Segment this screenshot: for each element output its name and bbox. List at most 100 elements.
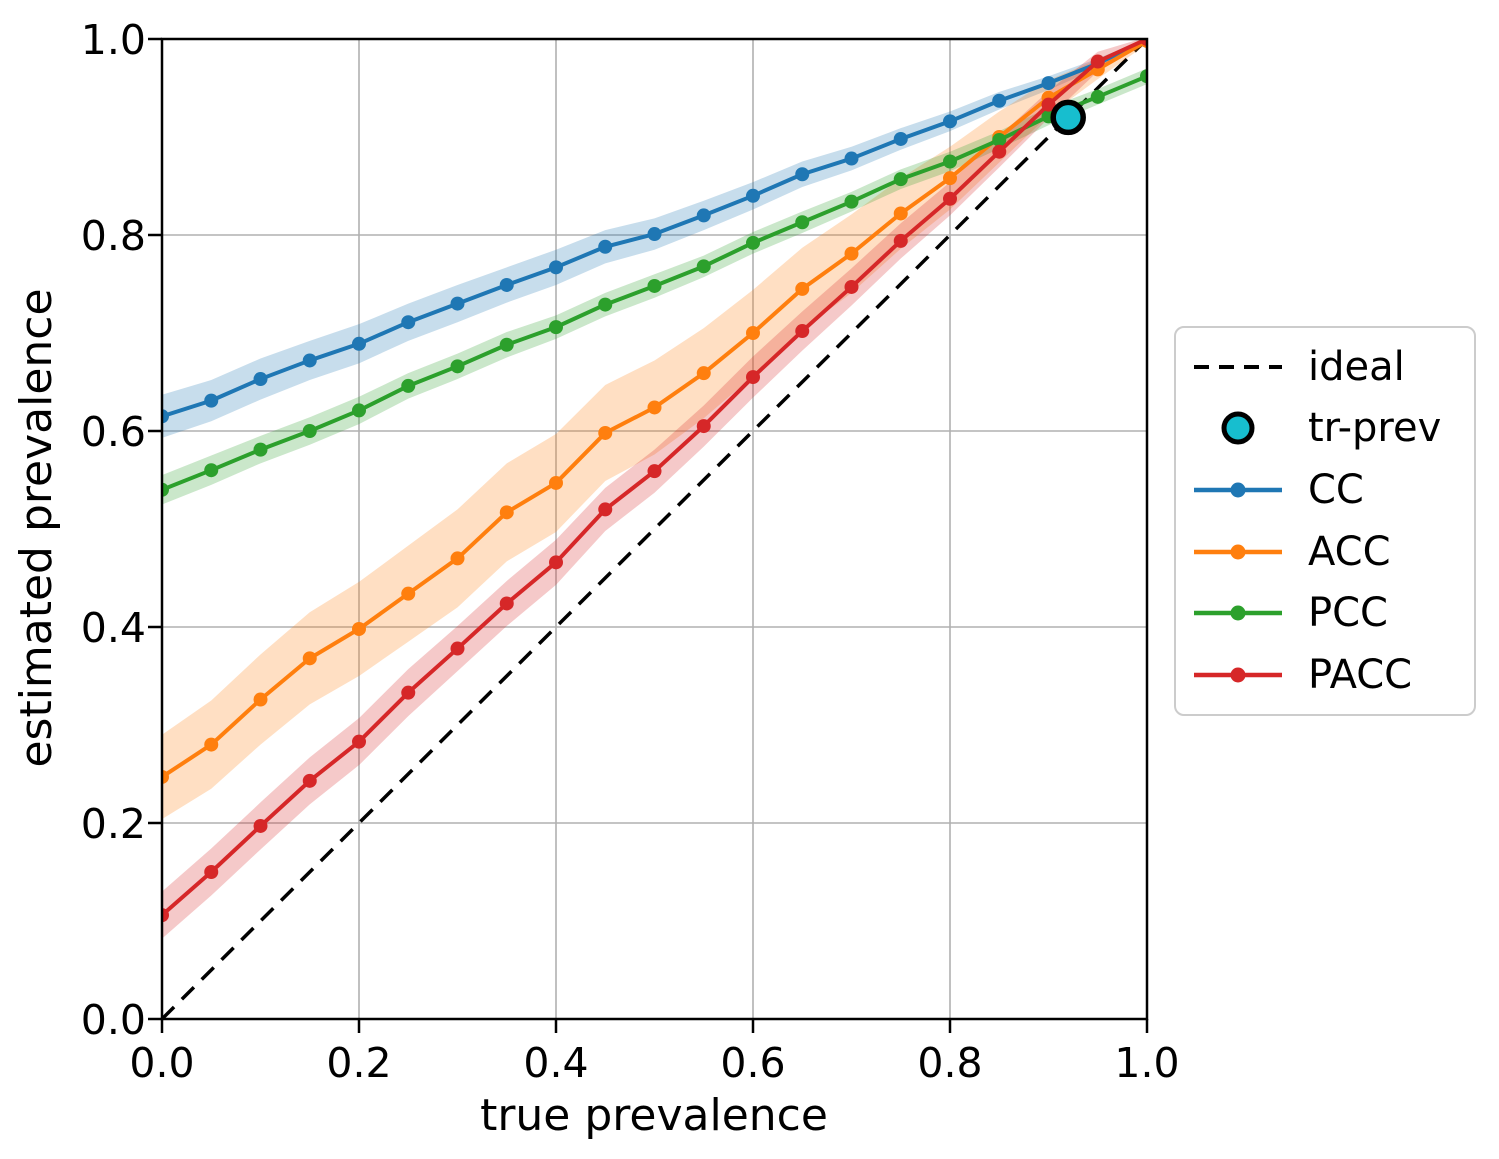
- series-PACC-point: [253, 818, 268, 833]
- y-axis-label: estimated prevalence: [11, 288, 62, 768]
- series-PCC-point: [549, 320, 563, 335]
- series-PCC-point: [844, 194, 859, 209]
- series-PCC-point: [302, 424, 317, 438]
- series-CC-point: [1041, 76, 1056, 91]
- series-ACC-point: [844, 246, 859, 261]
- legend-swatch-CC: [1194, 482, 1282, 498]
- series-CC-point: [844, 151, 859, 166]
- legend-label: PCC: [1308, 590, 1388, 637]
- legend: ideal tr-prev CC ACC PCC PACC: [1174, 326, 1476, 716]
- legend-swatch-PACC: [1194, 667, 1282, 683]
- series-PCC-point: [746, 235, 760, 250]
- ideal-line: [160, 37, 1149, 1021]
- series-ACC-point: [162, 769, 169, 784]
- legend-item-ACC: ACC: [1190, 530, 1460, 574]
- series-CC-point: [549, 260, 563, 275]
- series-CC-point: [943, 114, 957, 129]
- series-ACC-point: [549, 475, 563, 490]
- series-CC-point: [893, 131, 908, 146]
- series-PACC-point: [943, 191, 957, 206]
- series-PACC-point: [696, 419, 711, 434]
- series-CC-point: [302, 353, 317, 368]
- series-PACC-point: [795, 324, 810, 339]
- x-tick-label: 0.0: [129, 1039, 194, 1087]
- series-CC-point: [401, 315, 416, 330]
- legend-item-CC: CC: [1190, 468, 1460, 512]
- series-CC-point: [647, 227, 662, 242]
- x-tick-label: 0.8: [917, 1039, 982, 1087]
- legend-item-PACC: PACC: [1190, 653, 1460, 697]
- series-PCC-point: [696, 259, 711, 274]
- legend-swatch-tr-prev: [1221, 411, 1255, 445]
- legend-label: tr-prev: [1308, 405, 1442, 452]
- y-tick-label: 1.0: [81, 16, 146, 64]
- series-CC-point: [696, 208, 711, 223]
- series-PACC-point: [992, 144, 1007, 159]
- series-PACC-point: [893, 233, 908, 248]
- series-CC-point: [253, 372, 268, 387]
- series-PACC-point: [401, 685, 416, 700]
- y-tick-label: 0.0: [81, 996, 146, 1044]
- series-CC-point: [352, 336, 366, 351]
- series-ACC-point: [302, 651, 317, 666]
- series-PACC-point: [1140, 39, 1147, 46]
- series-PCC-point: [253, 442, 268, 457]
- series-PACC-point: [746, 370, 760, 385]
- series-ACC-point: [204, 737, 219, 752]
- series-PACC-point: [450, 641, 465, 656]
- series-PACC-point: [352, 734, 366, 749]
- tr-prev-marker: [1050, 99, 1086, 136]
- legend-item-ideal: ideal: [1190, 345, 1460, 389]
- series-CC-point: [204, 393, 219, 408]
- series-CC-point: [598, 239, 613, 254]
- series-PACC-point: [844, 279, 859, 294]
- series-ACC-point: [696, 366, 711, 381]
- legend-label: CC: [1308, 467, 1364, 514]
- series-PCC-point: [1140, 69, 1147, 84]
- series-PCC-point: [943, 154, 957, 169]
- legend-swatch-ideal: [1194, 364, 1282, 369]
- series-ACC-point: [499, 505, 514, 520]
- legend-label: ACC: [1308, 528, 1391, 575]
- series-ACC-point: [450, 551, 465, 566]
- axes-frame: [160, 37, 1149, 1021]
- series-PACC-point: [549, 555, 563, 570]
- series-PCC-point: [1090, 89, 1105, 104]
- series-PCC-point: [352, 403, 366, 418]
- series-ACC-point: [598, 425, 613, 440]
- series-PCC-point: [992, 132, 1007, 147]
- legend-label: ideal: [1308, 343, 1405, 390]
- series-PACC-point: [204, 865, 219, 879]
- legend-item-PCC: PCC: [1190, 591, 1460, 635]
- series-ACC-point: [943, 171, 957, 186]
- y-tick-label: 0.4: [81, 604, 146, 652]
- series-ACC-point: [647, 400, 662, 415]
- series-PCC-point: [204, 463, 219, 478]
- series-PACC-point: [302, 773, 317, 788]
- series-PACC-point: [1090, 54, 1105, 69]
- series-CC-point: [162, 409, 169, 424]
- series-PCC-point: [647, 278, 662, 293]
- series-PCC-point: [499, 337, 514, 352]
- series-PCC-point: [598, 297, 613, 312]
- x-axis-label: true prevalence: [480, 1090, 828, 1141]
- series-PACC-point: [647, 464, 662, 479]
- series-ACC-point: [746, 326, 760, 340]
- series-PCC-point: [795, 215, 810, 230]
- y-tick-label: 0.2: [81, 800, 146, 848]
- legend-label: PACC: [1308, 652, 1413, 699]
- x-tick-label: 0.4: [523, 1039, 588, 1087]
- series-ACC-point: [253, 692, 268, 707]
- x-tick-label: 1.0: [1114, 1039, 1179, 1087]
- series-PACC-band: [162, 39, 1147, 939]
- series-PCC-point: [162, 482, 169, 497]
- legend-item-tr-prev: tr-prev: [1190, 406, 1460, 450]
- series-ACC-point: [893, 206, 908, 221]
- series-PACC-point: [598, 502, 613, 517]
- series-CC-point: [795, 167, 810, 182]
- series-PACC: [162, 39, 1147, 923]
- series-CC-point: [499, 277, 514, 292]
- y-tick-label: 0.8: [81, 212, 146, 260]
- series-PCC-point: [893, 172, 908, 187]
